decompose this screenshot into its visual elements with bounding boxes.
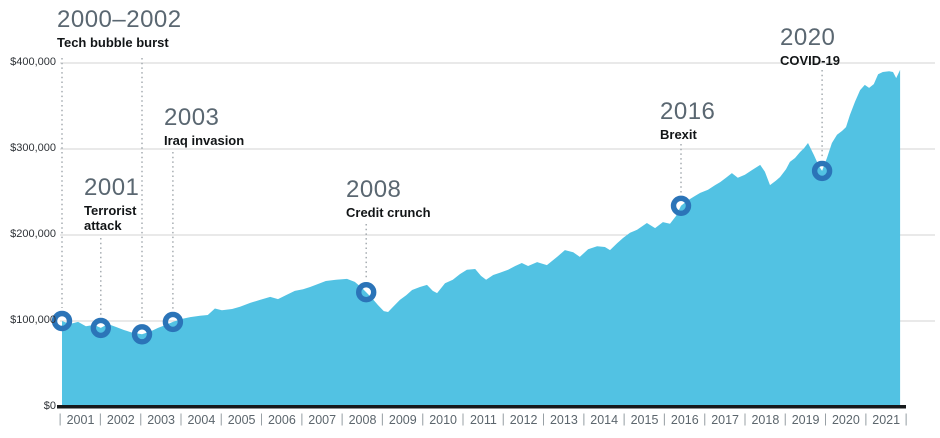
area-series [62, 69, 901, 407]
annotation-year: 2001 [84, 174, 140, 201]
x-tick-separator: | [541, 412, 546, 426]
x-tick-label: 2006 [267, 413, 296, 427]
event-marker [356, 282, 377, 303]
x-tick-separator: | [783, 412, 787, 426]
annotation-iraq-invasion: 2003 Iraq invasion [164, 104, 244, 148]
x-tick-label: 2013 [549, 413, 578, 427]
annotation-event: COVID-19 [780, 53, 840, 68]
x-tick-separator: | [904, 412, 908, 426]
y-tick-label: $400,000 [10, 56, 56, 68]
event-marker [131, 324, 153, 345]
annotation-event: Iraq invasion [164, 133, 245, 148]
x-tick-separator: | [582, 412, 586, 426]
annotation-tech-bubble-burst: 2000–2002 Tech bubble burst [57, 6, 182, 50]
x-tick-label: 2019 [791, 413, 820, 427]
x-tick-label: 2009 [388, 413, 417, 427]
annotation-year: 2003 [164, 104, 220, 131]
annotation-year: 2000–2002 [57, 6, 182, 33]
event-marker [162, 311, 184, 333]
annotation-event: Credit crunch [346, 205, 431, 220]
x-tick-separator: | [98, 412, 103, 426]
x-tick-separator: | [179, 412, 183, 426]
x-tick-label: 2020 [831, 413, 860, 427]
annotation-event: Terrorist attack [84, 203, 137, 233]
event-marker [670, 195, 692, 217]
x-tick-separator: | [421, 412, 425, 426]
event-marker [51, 310, 73, 332]
y-tick-label: $100,000 [10, 314, 56, 326]
x-axis-line [57, 405, 906, 409]
x-tick-label: 2021 [872, 413, 901, 427]
x-tick-label: 2003 [147, 413, 175, 427]
x-tick-label: 2004 [187, 413, 216, 427]
x-tick-separator: | [703, 412, 707, 426]
x-tick-separator: | [300, 412, 304, 426]
x-tick-separator: | [743, 412, 747, 426]
x-tick-separator: | [823, 412, 828, 426]
annotation-event: Brexit [660, 127, 697, 142]
x-tick-label: 2002 [106, 413, 135, 427]
x-tick-separator: | [864, 412, 868, 426]
annotation-covid-19: 2020 COVID-19 [780, 24, 840, 68]
x-tick-label: 2007 [308, 413, 337, 427]
x-tick-label: 2012 [509, 413, 538, 427]
annotation-year: 2020 [780, 24, 836, 51]
x-tick-separator: | [139, 412, 143, 426]
y-tick-label: $0 [43, 400, 56, 412]
event-marker [90, 317, 112, 339]
x-tick-label: 2015 [630, 413, 659, 427]
x-axis-labels: 2001 2002 2003 2004 2005 2006 2007 2008 2009 2010… [0, 412, 940, 432]
x-tick-label: 2016 [670, 413, 699, 427]
x-tick-label: 2001 [66, 413, 95, 427]
x-tick-separator: | [501, 412, 505, 426]
x-tick-separator: | [622, 412, 626, 426]
event-marker [811, 160, 833, 182]
x-tick-label: 2010 [429, 413, 457, 427]
x-tick-label: 2008 [348, 413, 377, 427]
x-tick-separator: | [461, 412, 465, 426]
x-tick-separator: | [662, 412, 667, 426]
x-tick-separator: | [259, 412, 264, 426]
x-tick-label: 2014 [590, 413, 619, 427]
y-tick-label: $300,000 [10, 142, 56, 154]
annotation-event: Tech bubble burst [57, 35, 169, 50]
annotation-terrorist-attack: 2001 Terrorist attack [84, 174, 154, 233]
x-tick-separator: | [380, 412, 385, 426]
x-tick-separator: | [219, 412, 223, 426]
annotation-year: 2008 [346, 176, 402, 203]
x-tick-separator: | [58, 412, 62, 426]
annotation-credit-crunch: 2008 Credit crunch [346, 176, 431, 220]
x-tick-label: 2005 [227, 413, 256, 427]
x-tick-label: 2017 [711, 413, 739, 427]
y-tick-label: $200,000 [10, 228, 56, 240]
annotation-brexit: 2016 Brexit [660, 98, 715, 142]
x-tick-label: 2011 [469, 413, 497, 427]
x-tick-separator: | [340, 412, 344, 426]
annotation-year: 2016 [660, 98, 716, 125]
x-tick-label: 2018 [751, 413, 780, 427]
